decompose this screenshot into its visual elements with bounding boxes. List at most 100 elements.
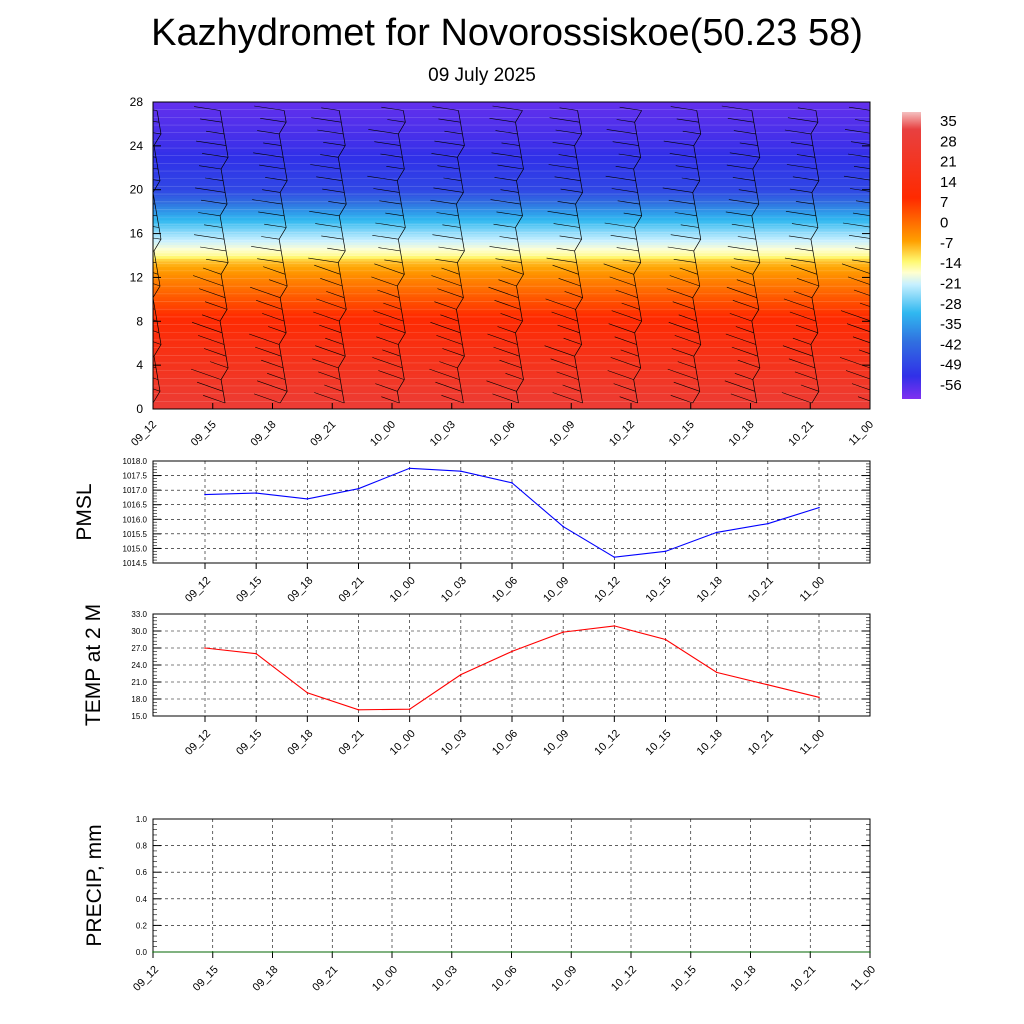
wind-barb [432,106,459,111]
wind-barb [316,176,343,181]
wind-barb [849,188,870,192]
wind-barb [190,368,222,380]
heatmap-band [153,159,870,163]
wind-barb [269,279,288,287]
heatmap-band [153,400,870,405]
x-tick-label: 09_18 [249,419,279,449]
y-axis-label: PMSL [73,483,96,540]
heatmap-band [153,296,870,300]
wind-barb [552,142,575,146]
wind-barb-shaft [219,110,229,404]
heatmap-band [153,362,870,366]
wind-barb [737,236,756,240]
heatmap-band [153,170,870,174]
wind-barb [375,222,406,228]
wind-barb [314,392,345,404]
wind-barb [375,383,398,392]
y-tick-label: 0.0 [136,948,148,957]
wind-barb [840,310,870,322]
heatmap-band [153,282,870,287]
wind-barb [611,188,638,193]
x-tick-label: 10_18 [727,419,757,449]
wind-barb [312,358,339,369]
wind-barb [668,199,695,205]
wind-barb [153,237,162,240]
wind-barb-column [190,106,229,404]
heatmap-band [153,233,870,237]
wind-barb [562,384,581,392]
wind-barb [789,311,817,322]
x-tick-label: 10_09 [549,964,579,994]
wind-barb [257,380,288,392]
wind-barb [853,289,870,296]
wind-barb [372,357,403,369]
y-tick-label: 0.4 [136,895,148,904]
wind-barb [796,154,815,158]
wind-barb [309,211,340,217]
y-tick-label: 4 [136,358,143,372]
heatmap-band [153,222,870,226]
wind-barb [429,368,460,380]
heatmap-band [153,387,870,391]
x-tick-label: 10_06 [490,728,520,758]
wind-barb [384,259,403,263]
wind-barb [791,223,818,228]
heatmap-band [153,200,870,205]
wind-barb [488,286,519,298]
wind-barb [606,129,637,135]
wind-barb [489,246,520,252]
series-point [357,708,360,711]
y-tick-label: 1016.0 [123,515,148,524]
x-tick-label: 10_21 [788,964,818,994]
x-tick-label: 10_00 [370,964,400,994]
series-point [664,638,667,641]
wind-barb [153,355,155,357]
y-tick-label: 1.0 [136,815,148,824]
wind-barb [609,276,636,287]
wind-barb [615,289,638,298]
wind-barb [787,117,818,123]
heatmap-band [153,228,870,232]
y-tick-label: 24.0 [131,661,147,670]
wind-barb [498,279,517,287]
series-point [306,691,309,694]
wind-barb [261,359,284,369]
y-tick-label: 1018.0 [123,457,148,466]
wind-barb [678,314,697,322]
wind-barb [671,348,694,357]
x-tick-label: 10_12 [592,575,622,605]
wind-barb [153,167,159,170]
wind-barb [845,370,870,380]
wind-barb [373,188,400,193]
wind-barb [378,247,401,252]
wind-barb-shaft [633,110,643,404]
wind-barb [379,323,406,334]
wind-barb [153,203,156,205]
series-point [306,498,309,500]
wind-barb-column [781,107,820,404]
wind-barb [852,212,870,216]
y-tick-label: 0 [136,402,143,416]
y-tick-label: 24 [130,139,144,153]
heatmap-band [153,148,870,152]
wind-barb [784,257,815,263]
heatmap-band [153,321,870,325]
wind-barb [432,234,463,240]
x-tick-label: 09_21 [308,419,338,449]
heatmap-band [153,307,870,311]
y-tick-label: 1017.5 [123,472,148,481]
wind-barb [782,345,814,357]
wind-barb-column [486,105,524,404]
series-point [689,951,692,953]
y-axis-label: TEMP at 2 M [82,604,105,726]
wind-barb [308,257,339,263]
series-point [715,671,718,674]
y-tick-label: 1017.0 [123,486,148,495]
wind-barb [318,371,341,380]
heatmap-band [153,395,870,399]
wind-barb [858,349,870,355]
series-point [818,506,820,509]
wind-barb [254,393,281,404]
wind-barb [374,141,401,146]
wind-barb [607,370,634,380]
